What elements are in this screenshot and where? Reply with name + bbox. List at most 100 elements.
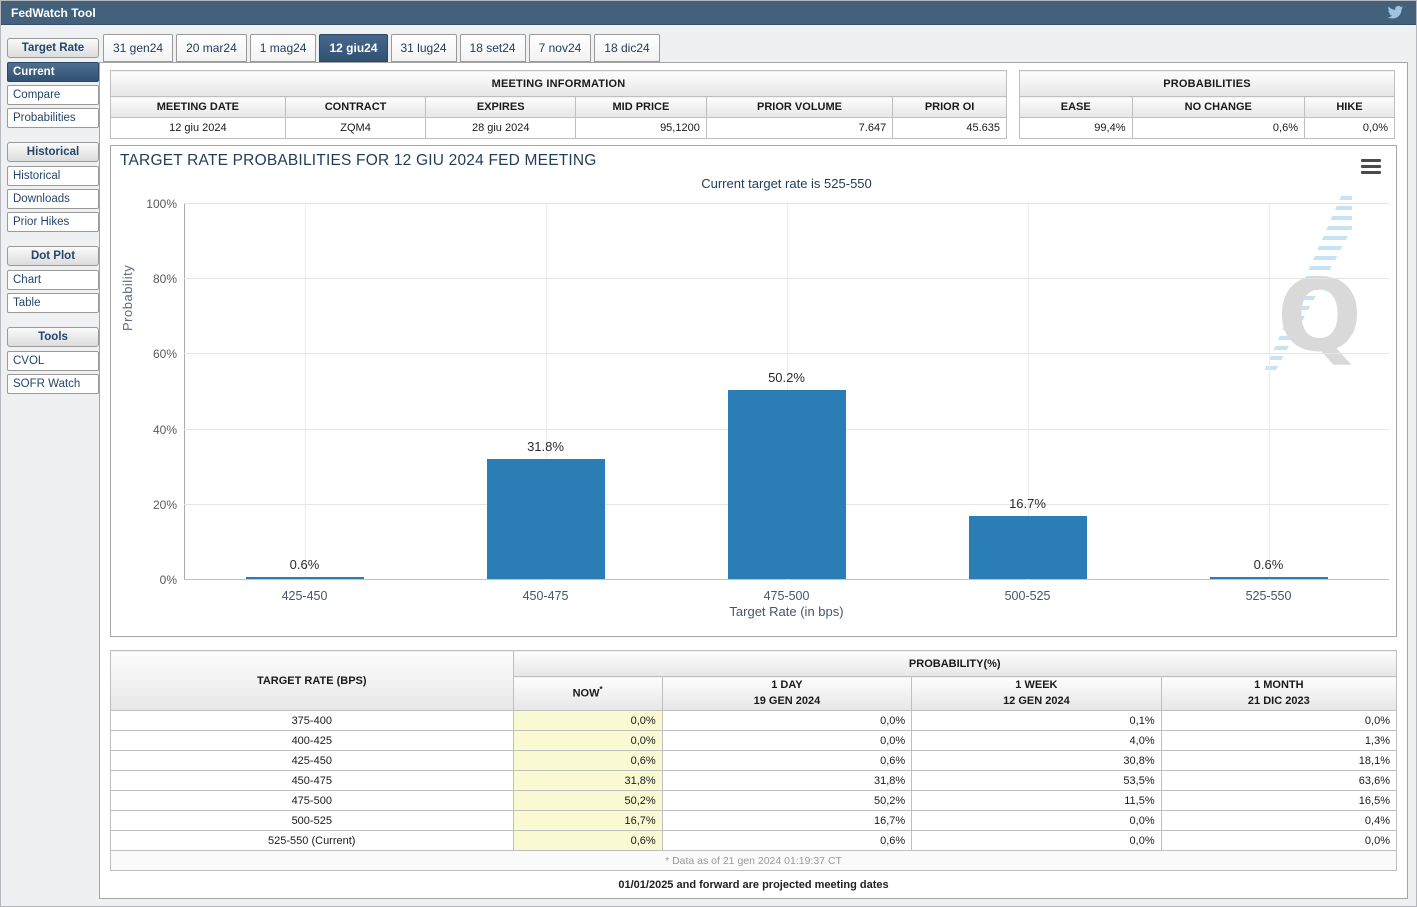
prob-table-col-1-week: 1 WEEK 12 GEN 2024 <box>911 676 1162 711</box>
sidebar-section-header-target-rate: Target Rate <box>7 38 99 58</box>
week-value-cell: 53,5% <box>911 770 1162 791</box>
sidebar-item-sofr-watch[interactable]: SOFR Watch <box>7 374 99 394</box>
month-value-cell: 0,0% <box>1160 710 1398 731</box>
sidebar-section-header-dot-plot: Dot Plot <box>7 246 99 266</box>
main-panel: MEETING INFORMATION MEETING DATE CONTRACT… <box>99 62 1408 899</box>
probabilities-summary-table: PROBABILITIES EASE NO CHANGE HIKE 99,4% 0,6… <box>1019 70 1395 139</box>
day-value-cell: 0,6% <box>661 830 913 851</box>
month-value-cell: 0,0% <box>1160 830 1398 851</box>
v-gridline <box>1027 204 1029 580</box>
tab-31-gen24[interactable]: 31 gen24 <box>103 34 174 62</box>
bar-value-label: 31.8% <box>527 439 564 455</box>
table-row: 500-525 16,7% 16,7% 0,0% 0,4% <box>110 810 1398 831</box>
rate-cell: 400-425 <box>110 730 514 751</box>
bar-525-550[interactable] <box>1209 576 1328 579</box>
meeting-info-col-expires: EXPIRES <box>425 96 577 118</box>
meeting-info-value: 12 giu 2024 <box>110 117 286 139</box>
bar-450-475[interactable] <box>486 459 605 579</box>
month-value-cell: 16,5% <box>1160 790 1398 811</box>
prob-summary-col-no-change: NO CHANGE <box>1131 96 1305 118</box>
plot-area: 0% 20% 40% 60% 80% 100% 0.6% 425-450 31.8% 450-47… <box>146 197 1389 603</box>
rate-cell: 525-550 (Current) <box>110 830 514 851</box>
now-value-cell: 0,6% <box>512 750 663 771</box>
prob-summary-value: 0,6% <box>1131 117 1305 139</box>
prob-summary-value: 99,4% <box>1019 117 1133 139</box>
meeting-info-value: 45.635 <box>892 117 1007 139</box>
rate-column-header: TARGET RATE (BPS) <box>110 650 514 711</box>
bar-500-525[interactable] <box>968 516 1087 579</box>
sidebar-item-chart[interactable]: Chart <box>7 270 99 290</box>
prob-table-col-1-month: 1 MONTH 21 DIC 2023 <box>1160 676 1398 711</box>
v-gridline <box>1268 204 1270 580</box>
rate-cell: 375-400 <box>110 710 514 731</box>
projected-dates-note: 01/01/2025 and forward are projected mee… <box>618 879 889 891</box>
meeting-info-col-prior-oi: PRIOR OI <box>892 96 1007 118</box>
y-tick-label: 100% <box>146 197 177 211</box>
prob-summary-col-hike: HIKE <box>1304 96 1395 118</box>
chart-subtitle: Current target rate is 525-550 <box>701 176 872 191</box>
meeting-info-col-meeting-date: MEETING DATE <box>110 96 286 118</box>
bar-value-label: 16.7% <box>1009 496 1046 512</box>
week-value-cell: 11,5% <box>911 790 1162 811</box>
sidebar-item-probabilities[interactable]: Probabilities <box>7 108 99 128</box>
meeting-info-col-mid-price: MID PRICE <box>575 96 707 118</box>
top-header-bar: FedWatch Tool <box>1 1 1416 25</box>
tab-20-mar24[interactable]: 20 mar24 <box>176 34 247 62</box>
probability-table: TARGET RATE (BPS) PROBABILITY(%) NOW* 1 D… <box>110 650 1398 871</box>
table-row: 375-400 0,0% 0,0% 0,1% 0,0% <box>110 710 1398 731</box>
tab-12-giu24[interactable]: 12 giu24 <box>319 34 388 62</box>
month-value-cell: 1,3% <box>1160 730 1398 751</box>
y-axis-line <box>184 204 185 580</box>
sidebar-section-header-tools: Tools <box>7 327 99 347</box>
y-tick-label: 40% <box>152 422 177 437</box>
day-value-cell: 0,0% <box>661 710 913 731</box>
week-value-cell: 0,0% <box>911 830 1162 851</box>
x-tick-label: 450-475 <box>522 589 569 603</box>
x-tick-label: 525-550 <box>1245 589 1292 603</box>
meeting-information-title: MEETING INFORMATION <box>110 70 1007 97</box>
sidebar-item-current[interactable]: Current <box>7 62 99 82</box>
sidebar-item-prior-hikes[interactable]: Prior Hikes <box>7 212 99 232</box>
now-value-cell: 31,8% <box>512 770 663 791</box>
h-gridline <box>184 203 1389 204</box>
bar-475-500[interactable] <box>727 390 846 579</box>
x-tick-label: 425-450 <box>281 589 328 603</box>
now-value-cell: 50,2% <box>512 790 663 811</box>
day-value-cell: 16,7% <box>661 810 913 831</box>
tab-18-set24[interactable]: 18 set24 <box>459 34 526 62</box>
day-value-cell: 31,8% <box>661 770 913 791</box>
sidebar-item-downloads[interactable]: Downloads <box>7 189 99 209</box>
probability-group-header: PROBABILITY(%) <box>512 650 1398 677</box>
meeting-info-value: 28 giu 2024 <box>425 117 577 139</box>
meeting-info-col-prior-volume: PRIOR VOLUME <box>705 96 894 118</box>
table-row: 425-450 0,6% 0,6% 30,8% 18,1% <box>110 750 1398 771</box>
bar-425-450[interactable] <box>245 576 364 579</box>
bar-value-label: 50.2% <box>768 370 805 386</box>
day-value-cell: 50,2% <box>661 790 913 811</box>
meeting-information-table: MEETING INFORMATION MEETING DATE CONTRACT… <box>110 70 1007 139</box>
probabilities-summary-title: PROBABILITIES <box>1019 70 1395 97</box>
sidebar-item-historical[interactable]: Historical <box>7 166 99 186</box>
twitter-icon[interactable] <box>1384 4 1406 21</box>
hamburger-menu-icon[interactable] <box>1361 159 1381 177</box>
sidebar-item-compare[interactable]: Compare <box>7 85 99 105</box>
rate-cell: 475-500 <box>110 790 514 811</box>
month-value-cell: 18,1% <box>1160 750 1398 771</box>
y-tick-label: 20% <box>152 497 177 512</box>
rate-cell: 450-475 <box>110 770 514 791</box>
tab-7-nov24[interactable]: 7 nov24 <box>528 34 592 62</box>
sidebar: Target Rate Current Compare Probabilities Hi… <box>7 38 99 397</box>
y-tick-label: 60% <box>152 347 177 362</box>
bar-value-label: 0.6% <box>1253 556 1284 572</box>
tab-31-lug24[interactable]: 31 lug24 <box>390 34 457 62</box>
tab-1-mag24[interactable]: 1 mag24 <box>249 34 317 62</box>
now-value-cell: 0,6% <box>512 830 663 851</box>
sidebar-item-cvol[interactable]: CVOL <box>7 351 99 371</box>
tab-18-dic24[interactable]: 18 dic24 <box>594 34 660 62</box>
sidebar-item-table[interactable]: Table <box>7 293 99 313</box>
month-value-cell: 0,4% <box>1160 810 1398 831</box>
prob-table-col-now: NOW* <box>512 676 663 711</box>
y-tick-label: 0% <box>159 573 177 587</box>
week-value-cell: 30,8% <box>911 750 1162 771</box>
